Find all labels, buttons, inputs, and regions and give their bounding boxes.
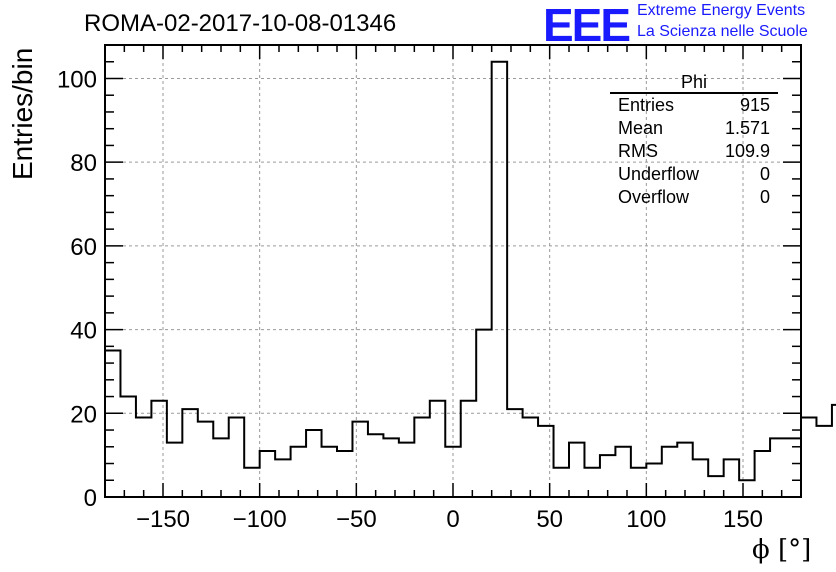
y-tick-label: 20 xyxy=(70,401,97,428)
stats-row: Overflow 0 xyxy=(610,186,778,209)
stats-row: Underflow 0 xyxy=(610,163,778,186)
x-tick-label: 0 xyxy=(446,506,459,533)
stats-label: Entries xyxy=(618,95,675,115)
chart-title: ROMA-02-2017-10-08-01346 xyxy=(84,10,397,37)
eee-logo: EEE xyxy=(543,0,631,51)
stats-label: RMS xyxy=(618,141,658,161)
logo-line-1: Extreme Energy Events xyxy=(637,2,806,19)
stats-row: RMS 109.9 xyxy=(610,140,778,163)
stats-row: Mean 1.571 xyxy=(610,117,778,140)
histogram-line xyxy=(105,60,836,482)
stats-label: Overflow xyxy=(618,187,690,207)
x-tick-label: 100 xyxy=(626,506,666,533)
grid-lines xyxy=(105,45,801,497)
plot-frame xyxy=(104,44,802,498)
stats-box: Phi Entries 915 Mean 1.571 RMS 109.9 Underflow… xyxy=(610,72,778,209)
x-tick-label: 150 xyxy=(723,506,763,533)
stats-value: 0 xyxy=(759,187,770,207)
x-tick-label: −100 xyxy=(233,506,287,533)
y-tick-label: 0 xyxy=(84,485,97,512)
x-tick-label: −150 xyxy=(136,506,190,533)
stats-title: Phi xyxy=(610,72,778,94)
y-tick-label: 60 xyxy=(70,234,97,261)
x-axis-label: ϕ [°] xyxy=(752,535,812,565)
stats-value: 109.9 xyxy=(724,141,770,161)
logo-line-2: La Scienza nelle Scuole xyxy=(637,23,808,40)
stats-value: 0 xyxy=(759,164,770,184)
y-tick-label: 100 xyxy=(57,66,97,93)
stats-value: 915 xyxy=(739,95,770,115)
y-tick-label: 40 xyxy=(70,318,97,345)
stats-label: Underflow xyxy=(618,164,700,184)
stats-label: Mean xyxy=(618,118,664,138)
tick-labels: −150 −100 −50 0 50 100 150 0 20 40 60 80 100 xyxy=(57,66,763,533)
y-axis-label: Entries/bin xyxy=(7,47,38,180)
stats-value: 1.571 xyxy=(724,118,770,138)
y-tick-label: 80 xyxy=(70,150,97,177)
axes xyxy=(104,44,802,498)
stats-rows: Entries 915 Mean 1.571 RMS 109.9 Underflow 0 Ove… xyxy=(610,94,778,209)
x-tick-label: 50 xyxy=(536,506,563,533)
x-tick-label: −50 xyxy=(336,506,377,533)
stats-row: Entries 915 xyxy=(610,94,778,117)
